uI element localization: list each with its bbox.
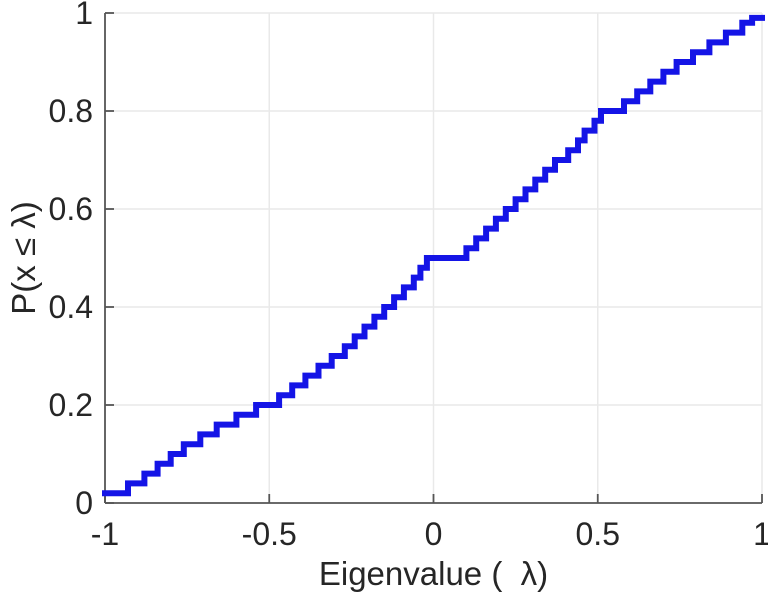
- x-tick-label: -1: [91, 516, 119, 552]
- y-axis-label: P(x ≤ λ): [5, 201, 42, 315]
- y-tick-label: 0.6: [49, 191, 93, 227]
- x-tick-label: 0: [425, 516, 443, 552]
- x-tick-label: -0.5: [242, 516, 297, 552]
- y-tick-label: 0.8: [49, 93, 93, 129]
- x-axis-label: Eigenvalue ( λ): [318, 555, 549, 592]
- x-tick-label: 1: [753, 516, 768, 552]
- y-tick-label: 0.4: [49, 289, 93, 325]
- y-tick-label: 1: [75, 0, 93, 31]
- ecdf-stair-line: [102, 14, 765, 497]
- y-tick-label: 0: [75, 485, 93, 521]
- x-tick-label: 0.5: [576, 516, 620, 552]
- y-tick-label: 0.2: [49, 387, 93, 423]
